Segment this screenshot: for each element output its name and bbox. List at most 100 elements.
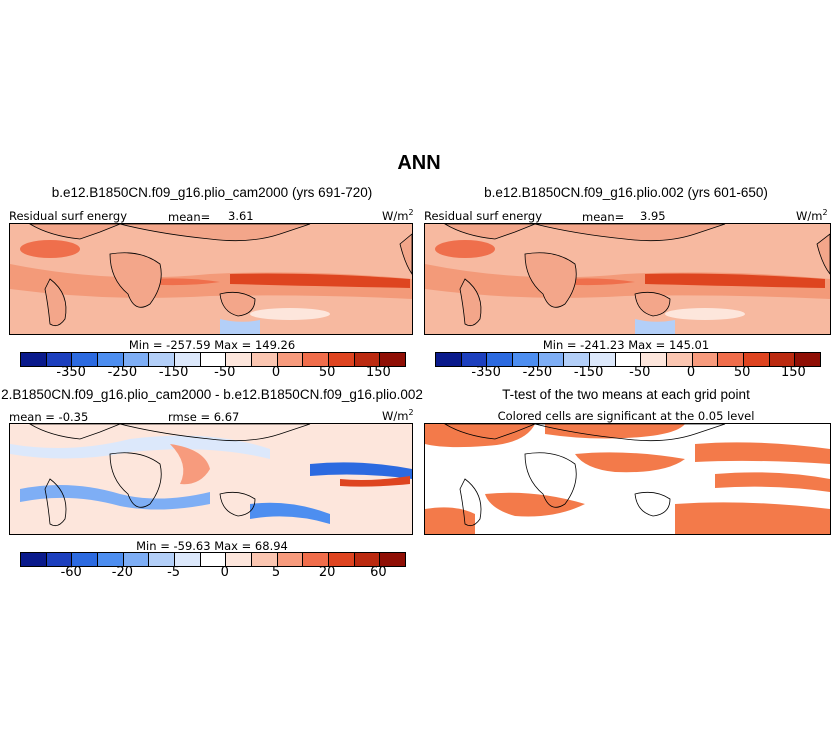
landmass-americas-east — [816, 233, 830, 275]
panel-top-left-case-title: b.e12.B1850CN.f09_g16.plio_cam2000 (yrs … — [51, 185, 373, 200]
warm-pool-core — [230, 273, 410, 288]
colorbar-swatch — [769, 353, 796, 366]
colorbar-swatch — [303, 553, 330, 566]
map-panel-bottom-right — [424, 423, 831, 535]
north-atlantic-warm — [435, 240, 495, 258]
colorbar-swatch — [329, 353, 355, 366]
landmass-australia — [219, 491, 256, 517]
landmass-south-america — [459, 478, 482, 527]
colorbar-tick-label: 0 — [686, 365, 696, 380]
colorbar-swatch — [46, 553, 73, 566]
colorbar-tick-label: -20 — [111, 565, 134, 580]
colorbar-tick-label: -50 — [214, 365, 236, 380]
colorbar-swatch — [226, 553, 253, 566]
significant-region-sw — [425, 507, 475, 534]
colorbar-swatch — [615, 353, 642, 366]
panel-bottom-left-minmax: Min = -59.63 Max = 68.94 — [136, 539, 288, 553]
landmass-africa — [524, 252, 577, 308]
significant-region-south-atlantic — [485, 492, 585, 517]
panel-top-left-mean-value: 3.61 — [228, 209, 254, 223]
landmass-africa — [109, 452, 162, 508]
colorbar-tick-label: 150 — [780, 365, 806, 380]
significant-region-nw — [425, 424, 535, 448]
panel-top-right-units: W/m2 — [796, 208, 828, 223]
landmass-americas-east — [399, 233, 412, 275]
colorbar-tick-label: -150 — [573, 365, 604, 380]
landmass-eurasia — [119, 224, 311, 242]
landmass-eurasia — [119, 424, 311, 442]
landmass-eurasia — [534, 224, 726, 242]
colorbar-tick-label: -60 — [60, 565, 82, 580]
colorbar-swatch — [200, 553, 227, 566]
colorbar-swatch — [538, 353, 565, 366]
map-panel-top-right — [424, 223, 831, 335]
colorbar-tick-label: -150 — [158, 365, 189, 380]
panel-top-right-mean-value: 3.95 — [640, 209, 666, 223]
panel-top-left-variable: Residual surf energy — [9, 209, 128, 223]
colorbar-swatch — [98, 553, 124, 566]
warm-pool-core — [645, 273, 825, 288]
landmass-south-america — [44, 278, 67, 327]
colorbar-swatch — [277, 553, 304, 566]
landmass-south-america — [44, 478, 67, 527]
significant-region-pacific-eq — [715, 472, 830, 492]
colorbar-swatch — [72, 553, 99, 566]
colorbar-tick-label: 60 — [370, 565, 387, 580]
colorbar-tick-label: 150 — [365, 365, 391, 380]
colorbar-swatch — [513, 353, 539, 366]
landmass-north-america — [29, 424, 121, 440]
panel-top-left-mean-label: mean= — [168, 210, 211, 224]
panel-bottom-left-mean: mean = -0.35 — [9, 410, 89, 424]
landmass-north-america — [444, 224, 536, 240]
map-panel-top-left — [9, 223, 413, 335]
colorbar-swatch — [200, 353, 227, 366]
panel-top-right-minmax: Min = -241.23 Max = 145.01 — [542, 338, 710, 352]
cool-band-south — [20, 485, 210, 510]
colorbar-swatch — [354, 553, 381, 566]
colorbar-tick-label: -250 — [107, 365, 138, 380]
colorbar-swatch — [692, 353, 719, 366]
strong-negative-band — [310, 462, 412, 479]
colorbar-tick-label: 50 — [318, 365, 336, 380]
colorbar-swatch — [380, 353, 406, 366]
landmass-north-america — [29, 224, 121, 240]
colorbar-swatch — [436, 353, 462, 366]
colorbar-swatch — [175, 353, 201, 366]
southern-ocean-negative — [250, 502, 330, 524]
significant-region-indian — [575, 452, 685, 473]
panel-top-left-units: W/m2 — [382, 208, 414, 223]
colorbar-tick-label: -350 — [56, 365, 86, 380]
panel-bottom-right-subtitle: Colored cells are significant at the 0.0… — [497, 409, 755, 423]
colorbar-tick-label: -5 — [167, 565, 181, 580]
south-pacific-cool — [250, 308, 330, 320]
colorbar-swatch — [21, 553, 47, 566]
colorbar-top-right — [435, 352, 821, 367]
colorbar-swatch — [354, 353, 381, 366]
colorbar-tick-label: 5 — [271, 565, 281, 580]
cool-band-north — [10, 435, 270, 459]
landmass-africa — [524, 452, 577, 508]
colorbar-swatch — [123, 553, 150, 566]
significant-region-pacific-north — [695, 442, 830, 464]
panel-bottom-left-rmse: rmse = 6.67 — [168, 410, 240, 424]
panel-top-right-mean-label: mean= — [582, 210, 625, 224]
colorbar-swatch — [175, 553, 201, 566]
colorbar-swatch — [795, 353, 821, 366]
colorbar-swatch — [252, 553, 278, 566]
colorbar-swatch — [149, 353, 176, 366]
colorbar-swatch — [252, 353, 278, 366]
panel-top-left-minmax: Min = -257.59 Max = 149.26 — [128, 338, 296, 352]
colorbar-swatch — [718, 353, 745, 366]
significant-region-southern — [675, 502, 830, 534]
colorbar-swatch — [123, 353, 150, 366]
south-pacific-cool — [665, 308, 745, 320]
map-panel-bottom-left — [9, 423, 413, 535]
panel-bottom-right-case-title: T-test of the two means at each grid poi… — [502, 387, 750, 402]
panel-bottom-left-units: W/m2 — [382, 408, 414, 423]
colorbar-tick-label: 0 — [271, 365, 281, 380]
warm-patch-indian — [170, 444, 210, 485]
north-atlantic-warm — [20, 240, 80, 258]
colorbar-tick-label: 50 — [733, 365, 751, 380]
landmass-south-america — [459, 278, 482, 327]
figure-title: ANN — [397, 152, 441, 174]
